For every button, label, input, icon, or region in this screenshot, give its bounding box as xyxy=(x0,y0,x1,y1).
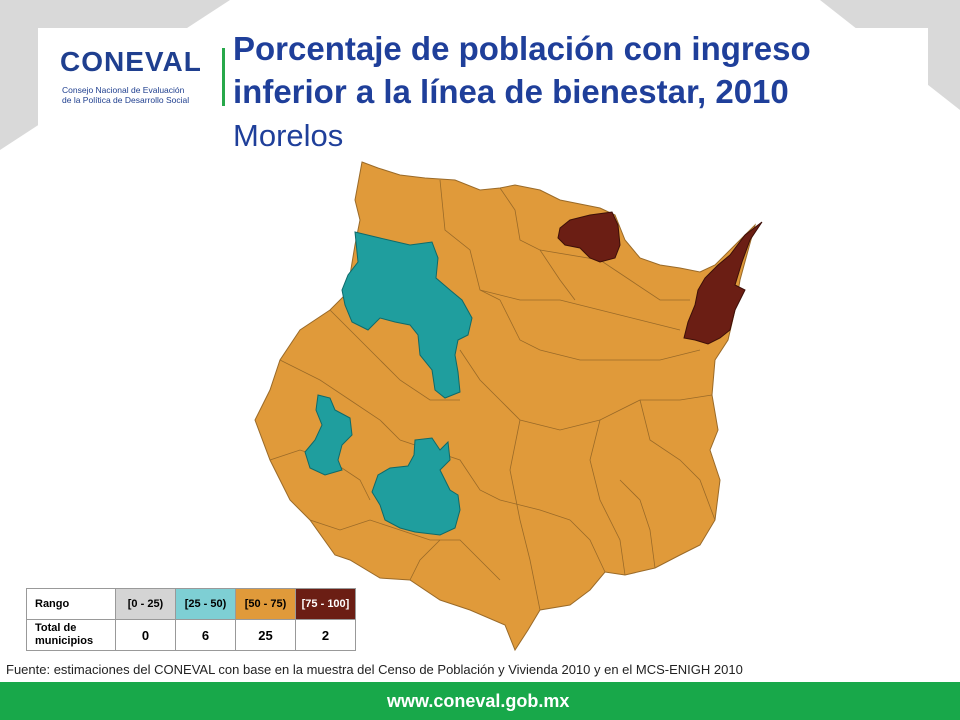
region-75-100-north xyxy=(557,211,621,263)
region-25-50-west xyxy=(304,394,353,476)
legend-count-0-25: 0 xyxy=(115,619,176,651)
header-card xyxy=(38,28,928,168)
legend-range-25-50: [25 - 50) xyxy=(175,588,236,620)
title-divider xyxy=(222,48,225,106)
source-note: Fuente: estimaciones del CONEVAL con bas… xyxy=(6,662,743,677)
legend-count-25-50: 6 xyxy=(175,619,236,651)
legend-count-label: Total de municipios xyxy=(26,619,116,651)
legend-count-50-75: 25 xyxy=(235,619,296,651)
footer-bar: www.coneval.gob.mx xyxy=(0,682,960,720)
legend-range-75-100: [75 - 100] xyxy=(295,588,356,620)
logo-wordmark: CONEVAL xyxy=(60,46,202,77)
legend-range-0-25: [0 - 25) xyxy=(115,588,176,620)
map-title-line-2: inferior a la línea de bienestar, 2010 xyxy=(233,73,789,110)
map-title-line-1: Porcentaje de población con ingreso xyxy=(233,30,811,67)
region-25-50-north xyxy=(341,231,473,399)
legend-range-50-75: [50 - 75) xyxy=(235,588,296,620)
region-25-50-south xyxy=(371,437,461,536)
coneval-logo: CONEVAL Consejo Nacional de Evaluación d… xyxy=(60,46,220,106)
legend-count-75-100: 2 xyxy=(295,619,356,651)
legend-table: Rango [0 - 25) [25 - 50) [50 - 75) [75 -… xyxy=(26,588,356,651)
logo-subtitle-2: de la Política de Desarrollo Social xyxy=(62,95,190,105)
legend-header-label: Rango xyxy=(26,588,116,620)
region-75-100-east xyxy=(683,221,763,345)
map-subtitle: Morelos xyxy=(233,118,344,153)
footer-url-link[interactable]: www.coneval.gob.mx xyxy=(387,691,570,711)
legend-count-label-1: Total de xyxy=(35,622,77,634)
logo-subtitle-1: Consejo Nacional de Evaluación xyxy=(62,85,185,95)
legend-count-label-2: municipios xyxy=(35,635,94,647)
